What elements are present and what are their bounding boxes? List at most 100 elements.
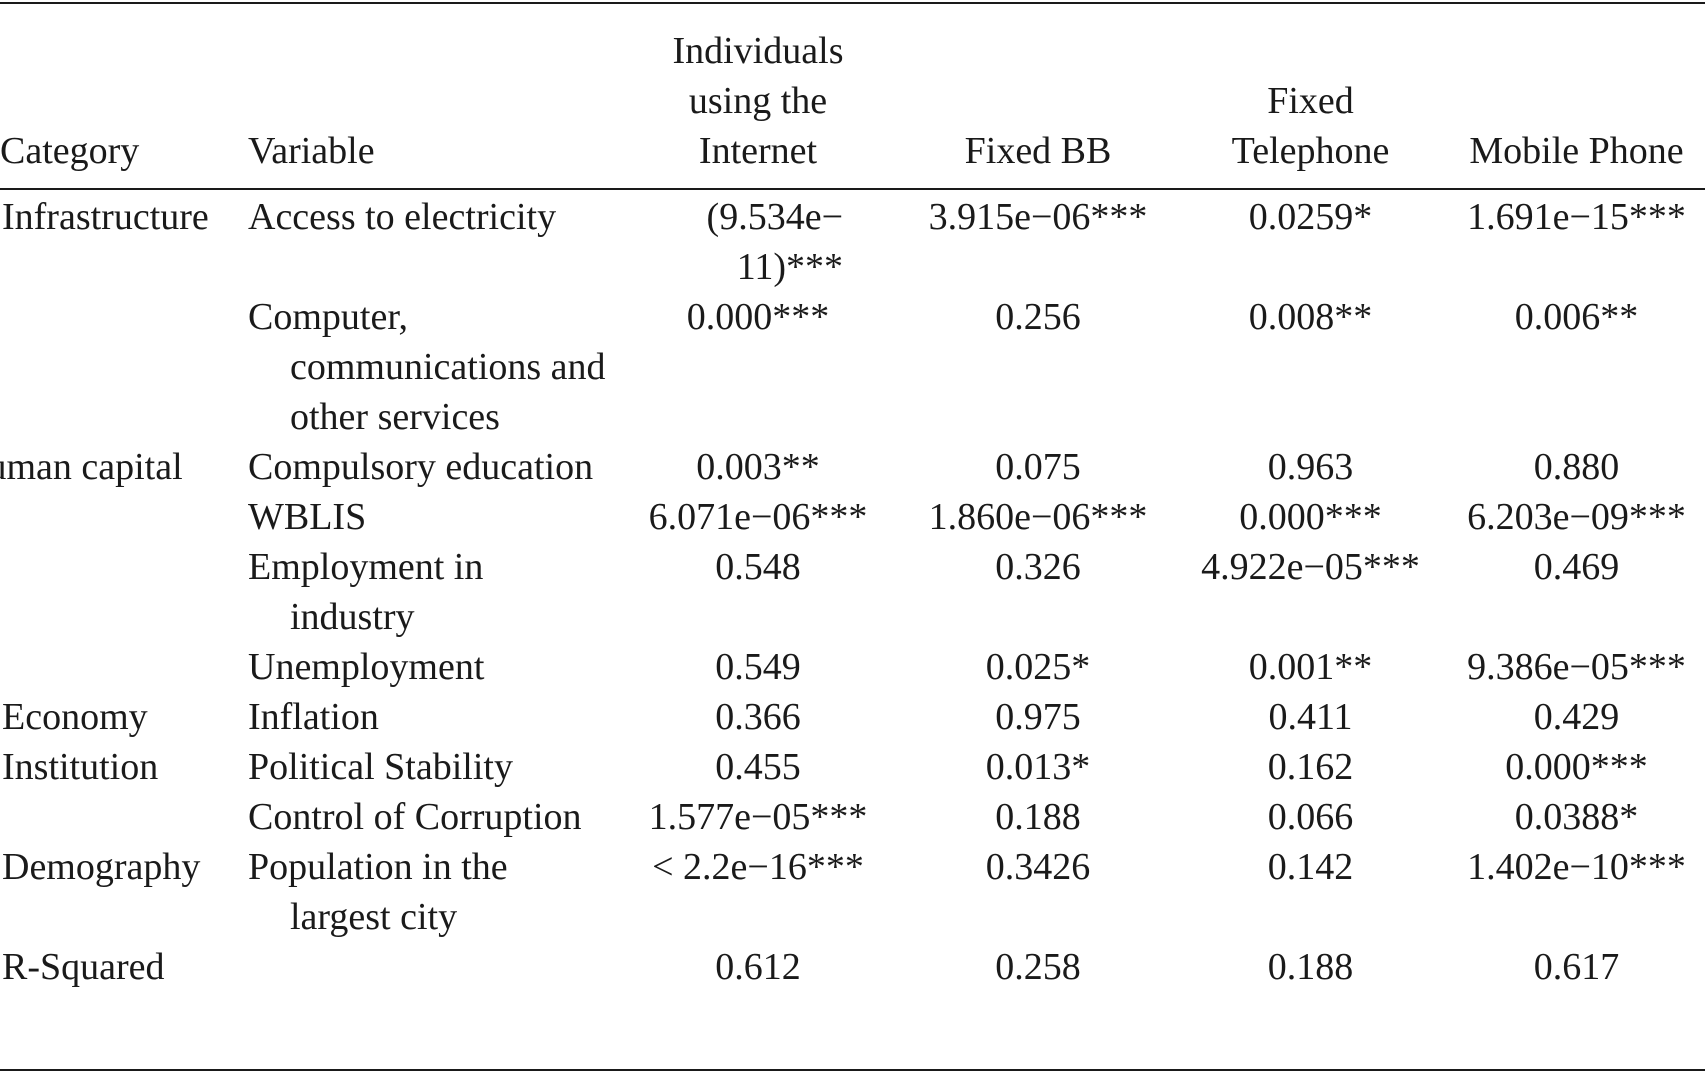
cell-internet: 0.549 [613, 642, 903, 692]
cell-fixed-bb: 0.025* [903, 642, 1173, 692]
cell-fixed-bb: 0.258 [903, 942, 1173, 992]
variable-label: WBLIS [248, 496, 367, 538]
cell-value: 1.691e−15*** [1467, 196, 1686, 238]
row-category: R-Squared [0, 942, 248, 992]
header-fixed-bb-label: Fixed BB [964, 130, 1112, 172]
table-row: R-Squared 0.612 0.258 0.188 0.617 [0, 942, 1705, 992]
cell-value: 0.258 [995, 946, 1081, 988]
cell-fixed-bb: 3.915e−06*** [903, 176, 1173, 292]
header-category: Category [0, 0, 248, 176]
variable-label: Computer, communications and other servi… [248, 296, 606, 438]
cell-internet: 0.455 [613, 742, 903, 792]
variable-label: Population in the largest city [248, 846, 508, 938]
variable-label: Compulsory education [248, 446, 594, 488]
header-variable-label: Variable [248, 130, 375, 172]
header-mobile-phone-label: Mobile Phone [1469, 130, 1684, 172]
cell-value: 0.429 [1533, 696, 1620, 738]
variable-label: Employment in industry [248, 546, 484, 638]
cell-mobile-phone: 9.386e−05*** [1448, 642, 1705, 692]
category-label: Demography [2, 846, 201, 888]
variable-label: Political Stability [248, 746, 513, 788]
cell-fixed-telephone: 0.066 [1173, 792, 1448, 842]
header-fixed-telephone-line1: Fixed [1267, 80, 1354, 122]
cell-fixed-bb: 0.3426 [903, 842, 1173, 942]
row-variable: Political Stability [248, 742, 613, 792]
cell-mobile-phone: 6.203e−09*** [1448, 492, 1705, 542]
cell-value: 0.075 [995, 446, 1081, 488]
cell-internet: 1.577e−05*** [613, 792, 903, 842]
row-category: Economy [0, 692, 248, 742]
row-variable: WBLIS [248, 492, 613, 542]
table-row: Control of Corruption 1.577e−05*** 0.188… [0, 792, 1705, 842]
row-category: Human capital [0, 442, 248, 492]
cell-value: 0.469 [1533, 546, 1620, 588]
regression-results-table: Category Variable Individuals using the … [0, 0, 1705, 992]
variable-label: Inflation [248, 696, 379, 738]
cell-fixed-telephone: 0.142 [1173, 842, 1448, 942]
row-category: Infrastructure [0, 176, 248, 292]
cell-value: 0.0388* [1514, 796, 1639, 838]
cell-value: 0.612 [715, 946, 801, 988]
cell-value: 0.162 [1267, 746, 1354, 788]
header-internet-line3: Internet [698, 130, 818, 172]
header-mobile-phone: Mobile Phone [1448, 0, 1705, 176]
cell-value: 0.3426 [985, 846, 1091, 888]
cell-value: 0.455 [715, 746, 801, 788]
table-row: Computer, communications and other servi… [0, 292, 1705, 442]
category-label: R-Squared [2, 946, 165, 988]
cell-value: 0.548 [715, 546, 801, 588]
cell-value: 0.411 [1268, 696, 1353, 738]
top-rule [0, 2, 1705, 4]
cell-internet: 0.548 [613, 542, 903, 642]
table-row: Economy Inflation 0.366 0.975 0.411 0.42… [0, 692, 1705, 742]
cell-fixed-telephone: 0.000*** [1173, 492, 1448, 542]
variable-label: Unemployment [248, 646, 485, 688]
header-fixed-bb: Fixed BB [903, 0, 1173, 176]
cell-value: 1.402e−10*** [1467, 846, 1686, 888]
header-internet: Individuals using the Internet [613, 0, 903, 176]
cell-mobile-phone: 0.006** [1448, 292, 1705, 442]
cell-value: 0.000*** [686, 296, 830, 338]
table-row: Institution Political Stability 0.455 0.… [0, 742, 1705, 792]
cell-value: 0.188 [995, 796, 1081, 838]
cell-fixed-bb: 0.075 [903, 442, 1173, 492]
header-category-label: Category [0, 130, 140, 172]
cell-value: 6.071e−06*** [648, 496, 868, 538]
category-label: Human capital [0, 446, 183, 488]
cell-value: 0.975 [995, 696, 1081, 738]
cell-value: 0.066 [1267, 796, 1354, 838]
cell-value: 0.0259* [1248, 196, 1373, 238]
cell-mobile-phone: 0.469 [1448, 542, 1705, 642]
cell-internet: 0.366 [613, 692, 903, 742]
variable-label: Control of Corruption [248, 796, 582, 838]
cell-value: 9.386e−05*** [1467, 646, 1686, 688]
cell-mobile-phone: 0.617 [1448, 942, 1705, 992]
cell-fixed-bb: 0.256 [903, 292, 1173, 442]
cell-value: 4.922e−05*** [1201, 546, 1420, 588]
table-row: Demography Population in the largest cit… [0, 842, 1705, 942]
row-variable: Computer, communications and other servi… [248, 292, 613, 442]
cell-value-wrapped: (9.534e− 11)*** [673, 192, 843, 292]
cell-value: 0.013* [985, 746, 1091, 788]
row-category [0, 642, 248, 692]
cell-value: 0.880 [1533, 446, 1620, 488]
table-row: Unemployment 0.549 0.025* 0.001** 9.386e… [0, 642, 1705, 692]
cell-fixed-telephone: 0.0259* [1173, 176, 1448, 292]
cell-mobile-phone: 0.0388* [1448, 792, 1705, 842]
cell-internet: (9.534e− 11)*** [613, 176, 903, 292]
cell-internet: 0.000*** [613, 292, 903, 442]
cell-fixed-bb: 0.013* [903, 742, 1173, 792]
bottom-rule [0, 1069, 1705, 1071]
cell-fixed-bb: 0.326 [903, 542, 1173, 642]
cell-value: 0.001** [1248, 646, 1373, 688]
table-row: Human capital Compulsory education 0.003… [0, 442, 1705, 492]
cell-internet: 0.003** [613, 442, 903, 492]
header-fixed-telephone: Fixed Telephone [1173, 0, 1448, 176]
cell-mobile-phone: 0.429 [1448, 692, 1705, 742]
cell-value: 0.617 [1533, 946, 1620, 988]
cell-fixed-telephone: 0.001** [1173, 642, 1448, 692]
table-row: WBLIS 6.071e−06*** 1.860e−06*** 0.000***… [0, 492, 1705, 542]
cell-fixed-telephone: 0.008** [1173, 292, 1448, 442]
category-label: Institution [2, 746, 159, 788]
